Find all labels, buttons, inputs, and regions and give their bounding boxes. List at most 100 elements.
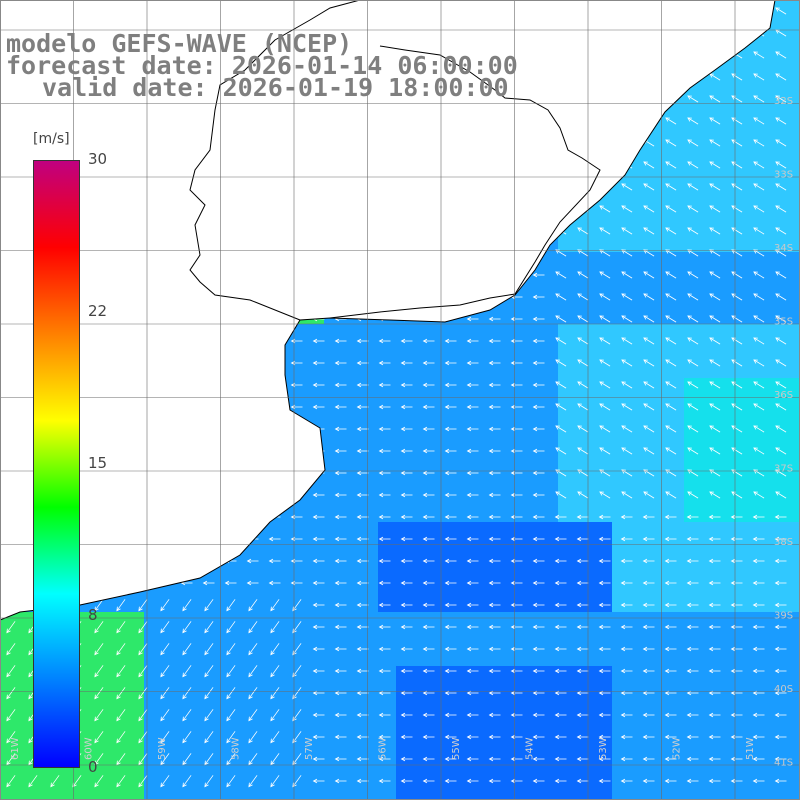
wind-vector	[686, 558, 699, 564]
wind-vector	[226, 665, 236, 678]
wind-vector	[665, 359, 677, 367]
speed-cell	[576, 252, 595, 271]
speed-cell	[558, 288, 577, 307]
speed-cell	[18, 792, 37, 800]
wind-vector	[422, 778, 435, 784]
speed-cell	[522, 414, 541, 433]
speed-cell	[288, 630, 307, 649]
wind-vector	[708, 668, 721, 674]
speed-cell	[738, 360, 757, 379]
speed-cell	[756, 90, 775, 109]
speed-cell	[720, 594, 739, 613]
speed-cell	[108, 702, 127, 721]
wind-vector	[753, 139, 765, 147]
speed-cell	[720, 270, 739, 289]
speed-cell	[792, 216, 800, 235]
speed-cell	[522, 378, 541, 397]
speed-cell	[468, 432, 487, 451]
speed-cell	[414, 414, 433, 433]
speed-cell	[378, 666, 397, 685]
wind-vector	[598, 602, 611, 608]
wind-vector	[664, 558, 677, 564]
speed-cell	[198, 684, 217, 703]
speed-cell	[774, 180, 793, 199]
speed-cell	[792, 180, 800, 199]
lon-label-54W: 54W	[525, 737, 536, 760]
wind-vector	[246, 558, 259, 564]
wind-vector	[752, 624, 765, 630]
wind-vector	[753, 205, 765, 213]
speed-cell	[630, 522, 649, 541]
speed-cell	[450, 522, 469, 541]
speed-cell	[774, 162, 793, 181]
speed-cell	[252, 774, 271, 793]
speed-cell	[612, 648, 631, 667]
wind-vector	[774, 668, 787, 674]
speed-cell	[666, 576, 685, 595]
speed-cell	[702, 342, 721, 361]
speed-cell	[756, 738, 775, 757]
speed-cell	[720, 702, 739, 721]
speed-cell	[738, 198, 757, 217]
speed-cell	[774, 234, 793, 253]
speed-cell	[648, 522, 667, 541]
speed-cell	[486, 504, 505, 523]
speed-cell	[594, 666, 613, 685]
speed-cell	[540, 540, 559, 559]
speed-cell	[558, 774, 577, 793]
speed-cell	[252, 558, 271, 577]
speed-cell	[612, 288, 631, 307]
speed-cell	[612, 324, 631, 343]
speed-cell	[738, 162, 757, 181]
speed-cell	[774, 288, 793, 307]
speed-cell	[684, 720, 703, 739]
speed-cell	[414, 666, 433, 685]
wind-vector	[708, 734, 721, 740]
wind-vector	[774, 756, 787, 762]
speed-cell	[522, 630, 541, 649]
wind-vector	[444, 492, 457, 498]
wind-vector	[576, 668, 589, 674]
speed-cell	[450, 648, 469, 667]
speed-cell	[270, 648, 289, 667]
speed-cell	[594, 774, 613, 793]
wind-vector	[731, 95, 743, 103]
wind-vector	[643, 249, 655, 257]
wind-vector	[753, 447, 765, 455]
wind-vector	[334, 404, 347, 410]
speed-cell	[90, 630, 109, 649]
speed-cell	[702, 162, 721, 181]
speed-cell	[288, 666, 307, 685]
speed-cell	[594, 450, 613, 469]
speed-cell	[702, 90, 721, 109]
wind-vector	[226, 775, 236, 788]
wind-vector	[356, 646, 369, 652]
speed-cell	[630, 612, 649, 631]
speed-cell	[108, 594, 127, 613]
speed-cell	[198, 594, 217, 613]
speed-cell	[630, 252, 649, 271]
wind-vector	[532, 756, 545, 762]
speed-cell	[666, 216, 685, 235]
wind-vector	[138, 687, 148, 700]
speed-cell	[144, 774, 163, 793]
wind-vector	[356, 712, 369, 718]
wind-vector	[642, 558, 655, 564]
speed-cell	[792, 486, 800, 505]
speed-cell	[738, 54, 757, 73]
wind-vector	[444, 734, 457, 740]
wind-vector	[488, 492, 501, 498]
speed-cell	[522, 450, 541, 469]
speed-cell	[396, 522, 415, 541]
speed-cell	[774, 522, 793, 541]
wind-vector	[138, 621, 148, 634]
wind-vector	[643, 205, 655, 213]
speed-cell	[288, 378, 307, 397]
speed-cell	[756, 540, 775, 559]
speed-cell	[378, 720, 397, 739]
wind-vector	[466, 448, 479, 454]
speed-cell	[36, 792, 55, 800]
speed-cell	[630, 306, 649, 325]
speed-cell	[594, 216, 613, 235]
speed-cell	[648, 648, 667, 667]
